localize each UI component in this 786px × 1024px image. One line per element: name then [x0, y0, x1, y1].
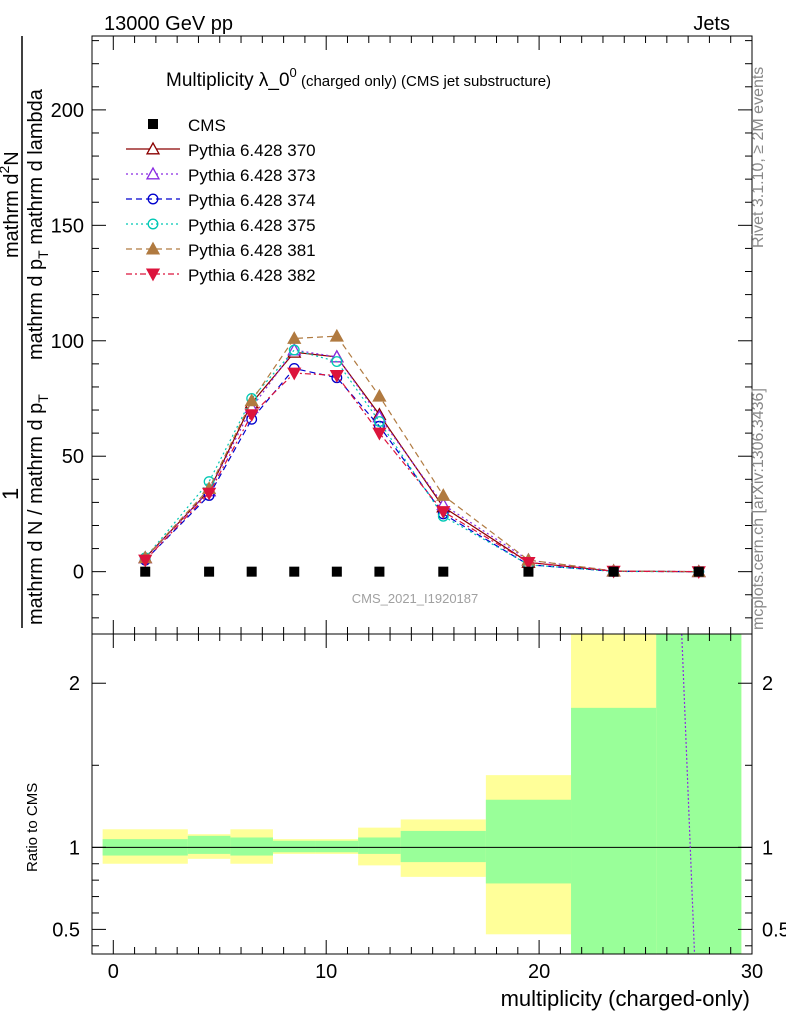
ylabel-num-top: mathrm d2N	[0, 151, 23, 258]
y-tick-label: 200	[51, 100, 84, 122]
legend-label-3: Pythia 6.428 375	[188, 216, 316, 235]
legend-marker-5	[145, 268, 161, 282]
ratio-panel	[92, 633, 752, 955]
series-point-5	[244, 409, 259, 422]
series-point-3	[373, 416, 385, 428]
series-point-4	[372, 388, 387, 402]
legend-marker-1	[145, 166, 161, 180]
legend: CMS Pythia 6.428 370 Pythia 6.428 373 Pythi…	[126, 116, 316, 285]
ratio-y-tick-label-right: 0.5	[762, 919, 786, 941]
legend-marker-0	[145, 141, 161, 155]
y-tick-label: 100	[51, 331, 84, 353]
main-y-axis-label: 1 mathrm d N / mathrm d pT mathrm d2N ma…	[0, 36, 51, 628]
data-point	[246, 566, 257, 577]
ratio-y-tick-label: 0.5	[52, 919, 80, 941]
series-point-5	[201, 487, 217, 501]
series-line-3	[144, 349, 699, 573]
legend-marker-4	[145, 241, 161, 255]
legend-label-1: Pythia 6.428 373	[188, 166, 316, 185]
ratio-inner-band	[656, 634, 742, 954]
series-point-5	[521, 556, 536, 570]
ratio-inner-band	[187, 835, 231, 854]
series-point-5	[138, 554, 153, 568]
series-point-4	[436, 488, 451, 501]
legend-label-data: CMS	[188, 116, 226, 135]
main-panel	[138, 328, 706, 579]
y-tick-label: 0	[73, 562, 84, 584]
legend-marker-data	[148, 119, 158, 129]
x-tick-label: 10	[315, 961, 337, 983]
data-point	[331, 566, 342, 577]
series-point-5	[372, 427, 387, 441]
data-point	[438, 566, 449, 577]
y-tick-label: 150	[51, 215, 84, 237]
series-point-5	[287, 367, 302, 381]
x-tick-label: 0	[108, 961, 119, 983]
ylabel-one: 1	[0, 488, 23, 500]
series-point-3	[331, 356, 343, 368]
ratio-series-line	[681, 633, 696, 955]
data-point	[523, 566, 534, 577]
ratio-inner-band	[571, 707, 657, 954]
data-point	[693, 566, 704, 577]
ratio-y-tick-label: 2	[69, 673, 80, 695]
data-point	[374, 566, 385, 577]
legend-marker-3	[147, 218, 159, 230]
series-line-4	[144, 335, 699, 573]
header-right: Jets	[693, 13, 730, 35]
series-line-5	[144, 372, 699, 573]
x-axis-label: multiplicity (charged-only)	[501, 986, 750, 1011]
data-point	[289, 566, 300, 577]
ylabel-den: mathrm d N / mathrm d pT	[25, 394, 51, 625]
rivet-label: Rivet 3.1.10, ≥ 2M events	[750, 67, 767, 248]
ratio-inner-band	[315, 840, 359, 853]
legend-label-2: Pythia 6.428 374	[188, 191, 316, 210]
ratio-inner-band	[400, 830, 486, 863]
ratio-frame	[91, 633, 753, 955]
series-point-3	[288, 344, 300, 356]
analysis-label: CMS_2021_I1920187	[352, 591, 479, 606]
ylabel-num-den: mathrm d pT mathrm d lambda	[25, 88, 51, 360]
ratio-y-axis-label: Ratio to CMS	[24, 783, 41, 872]
series-line-2	[144, 367, 699, 573]
x-tick-label: 20	[528, 961, 550, 983]
mcplots-label: mcplots.cern.ch [arXiv:1306.3436]	[750, 388, 767, 630]
legend-label-0: Pythia 6.428 370	[188, 141, 316, 160]
ratio-inner-band	[230, 837, 273, 856]
legend-label-5: Pythia 6.428 382	[188, 266, 316, 285]
ratio-inner-band	[272, 840, 316, 853]
series-point-5	[329, 369, 344, 383]
ratio-inner-band	[485, 799, 572, 884]
series-point-5	[436, 506, 451, 519]
data-point	[140, 566, 151, 577]
ratio-y-tick-label-right: 1	[762, 837, 773, 859]
ratio-y-tick-label-right: 2	[762, 673, 773, 695]
header-left: 13000 GeV pp	[104, 13, 233, 35]
series-point-4	[287, 331, 302, 344]
plot-title: Multiplicity λ_00 (charged only) (CMS je…	[166, 65, 551, 91]
series-point-4	[244, 393, 259, 407]
series-point-4	[329, 328, 344, 342]
y-tick-label: 50	[62, 446, 84, 468]
legend-label-4: Pythia 6.428 381	[188, 241, 316, 260]
legend-marker-2	[147, 193, 159, 205]
ratio-inner-band	[358, 837, 401, 854]
ratio-y-tick-label: 1	[69, 837, 80, 859]
x-tick-label: 30	[741, 961, 763, 983]
data-point	[204, 566, 215, 577]
data-point	[608, 566, 619, 577]
